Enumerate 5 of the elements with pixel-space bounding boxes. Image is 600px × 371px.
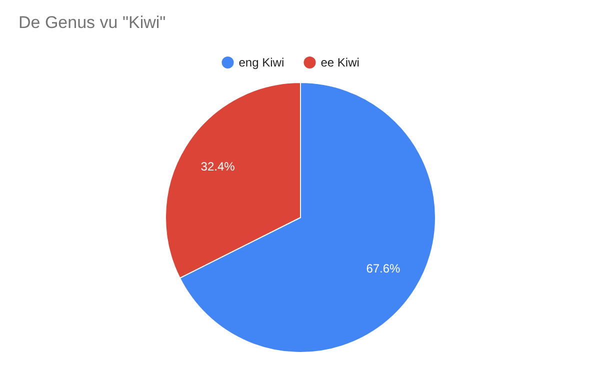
data-label: 32.4% — [200, 159, 236, 174]
legend-label: eng Kiwi — [238, 56, 284, 70]
data-label: 67.6% — [366, 262, 401, 276]
chart-title: De Genus vu "Kiwi" — [18, 13, 166, 32]
legend-label: ee Kiwi — [320, 56, 360, 70]
